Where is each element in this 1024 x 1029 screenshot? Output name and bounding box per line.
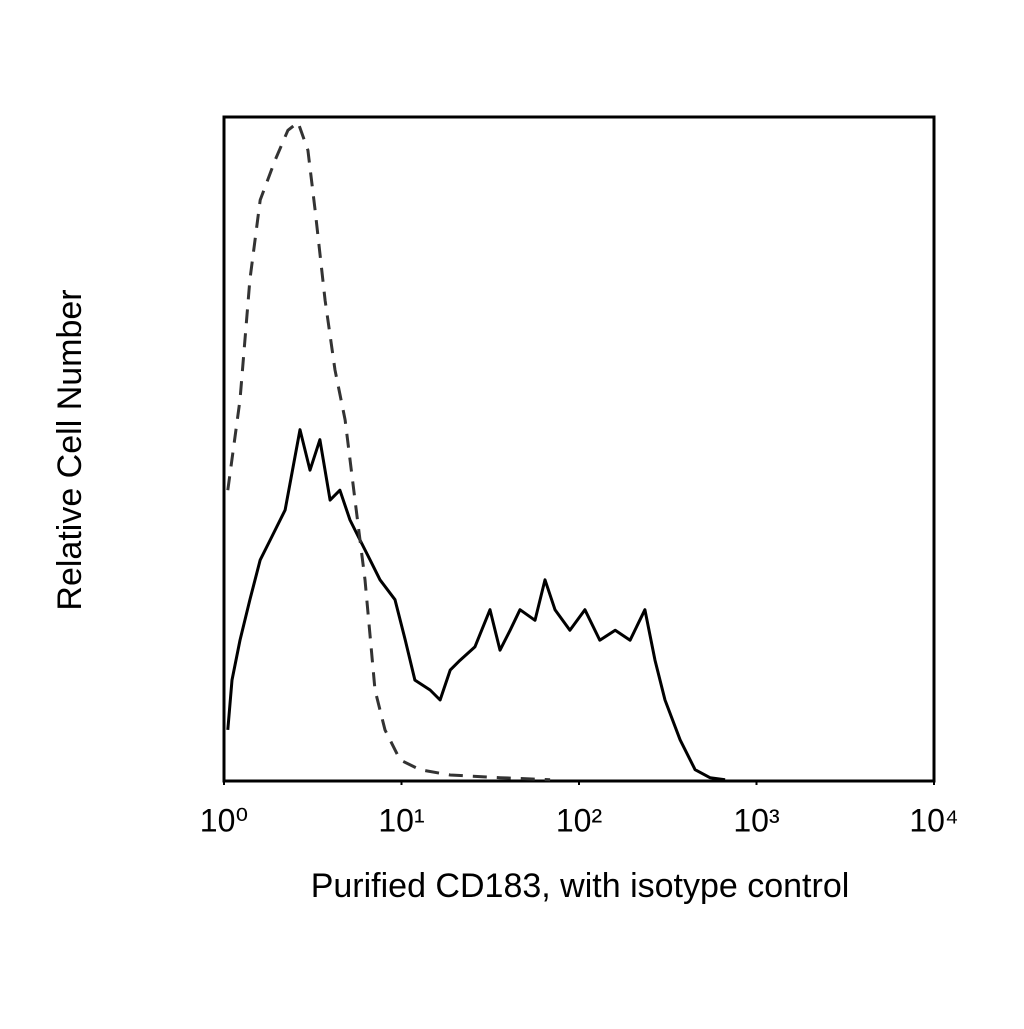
x-axis-label: Purified CD183, with isotype control [311,867,850,905]
x-tick-label: 10⁰ [200,802,248,838]
x-tick-label: 10² [556,802,603,838]
y-axis-label: Relative Cell Number [51,289,89,610]
x-tick-label: 10³ [733,802,780,838]
histogram-line [226,120,551,782]
x-tick-label: 10⁴ [909,802,958,838]
histogram-line [226,428,726,782]
plot-frame [222,115,936,783]
x-tick-label: 10¹ [378,802,424,838]
